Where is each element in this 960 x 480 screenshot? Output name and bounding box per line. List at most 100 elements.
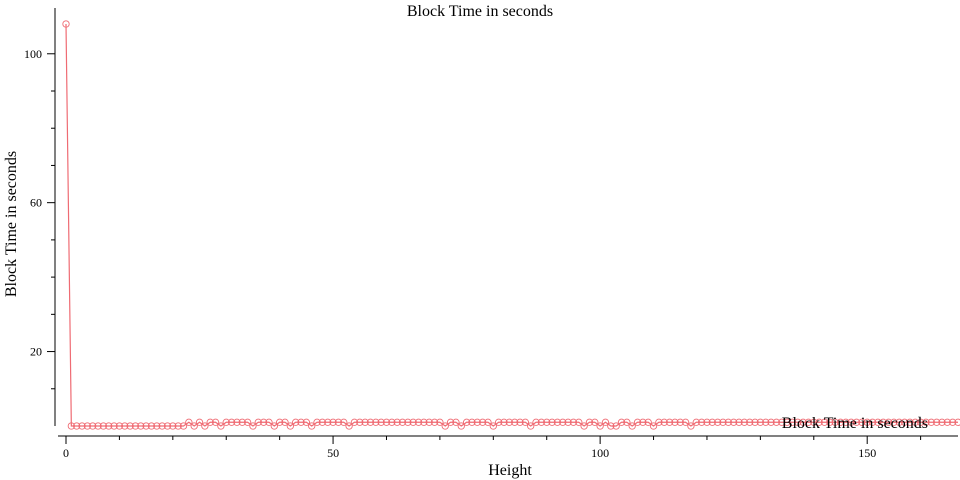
data-point [516, 418, 524, 426]
data-point [222, 418, 230, 426]
data-point [174, 422, 182, 430]
data-point [324, 418, 332, 426]
data-point [916, 418, 925, 426]
data-point [644, 418, 652, 426]
data-point [895, 418, 903, 426]
data-point [195, 418, 204, 426]
data-point [836, 418, 845, 426]
data-point [671, 418, 679, 426]
data-point [275, 418, 284, 426]
data-point [842, 418, 850, 426]
data-point [163, 422, 172, 430]
y-tick-label: 100 [24, 47, 42, 61]
data-point [633, 418, 642, 426]
data-point [286, 422, 294, 430]
data-point [660, 418, 668, 426]
data-point [329, 418, 337, 426]
data-point [676, 418, 684, 426]
data-point [820, 418, 829, 426]
data-point [537, 418, 546, 426]
data-point [543, 418, 551, 426]
data-point [297, 418, 305, 426]
data-point [713, 418, 722, 426]
data-point [254, 418, 262, 426]
data-point [83, 422, 92, 430]
data-point [772, 418, 781, 426]
data-point [382, 418, 391, 426]
data-point [884, 418, 893, 426]
data-point [767, 418, 775, 426]
data-point [628, 422, 636, 430]
data-point [810, 418, 818, 426]
data-point [67, 422, 75, 430]
data-point [185, 418, 193, 426]
data-point [243, 418, 252, 426]
data-point [211, 418, 220, 426]
data-point [831, 418, 839, 426]
data-point [441, 422, 449, 430]
data-point [313, 418, 321, 426]
data-point [687, 422, 695, 430]
data-point [692, 418, 700, 426]
data-point [356, 418, 364, 426]
data-point [452, 418, 460, 426]
data-point [954, 418, 960, 426]
data-point [142, 422, 150, 430]
data-point [521, 418, 529, 426]
data-point [265, 418, 273, 426]
data-point [596, 422, 604, 430]
data-point [462, 418, 471, 426]
data-point [147, 422, 156, 430]
data-point [227, 418, 236, 426]
data-point [478, 418, 487, 426]
y-tick-label: 60 [30, 196, 42, 210]
data-point [393, 418, 401, 426]
data-point [334, 418, 343, 426]
data-point [655, 418, 663, 426]
data-point [601, 418, 610, 426]
legend-label: Block Time in seconds [782, 415, 928, 432]
data-point [794, 418, 802, 426]
data-point [190, 422, 198, 430]
data-point [874, 418, 882, 426]
data-point [153, 422, 161, 430]
data-point [78, 422, 86, 430]
data-point [179, 422, 188, 430]
data-point [585, 418, 594, 426]
data-point [409, 418, 417, 426]
data-point [527, 422, 535, 430]
data-point [890, 418, 898, 426]
data-point [511, 418, 519, 426]
data-point [922, 418, 930, 426]
data-point [938, 418, 946, 426]
data-point [366, 418, 375, 426]
data-point [943, 418, 951, 426]
data-point [575, 418, 583, 426]
data-point [377, 418, 385, 426]
data-point [612, 422, 620, 430]
data-point [815, 418, 823, 426]
data-point [430, 418, 439, 426]
data-point [137, 422, 145, 430]
data-point [457, 422, 465, 430]
x-tick-label: 0 [63, 446, 69, 460]
data-point [580, 422, 588, 430]
y-axis-label: Block Time in seconds [3, 151, 20, 297]
chart-title: Block Time in seconds [407, 3, 553, 20]
x-axis-label: Height [488, 462, 532, 479]
data-point [532, 418, 540, 426]
data-point [559, 418, 567, 426]
series-layer [62, 20, 960, 430]
data-point [868, 418, 877, 426]
data-point [858, 418, 866, 426]
data-point [900, 418, 909, 426]
data-point [468, 418, 476, 426]
data-point [751, 418, 759, 426]
data-point [238, 418, 246, 426]
data-point [852, 418, 861, 426]
data-point [778, 418, 786, 426]
data-point [73, 422, 81, 430]
data-point [121, 422, 129, 430]
data-point [564, 418, 572, 426]
